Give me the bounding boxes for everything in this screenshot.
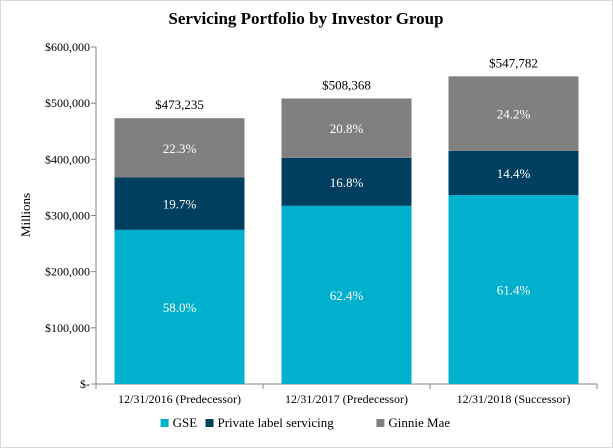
- x-tick-label: 12/31/2017 (Predecessor): [285, 392, 408, 406]
- y-tick-label: $200,000: [45, 265, 90, 279]
- legend-label: GSE: [173, 415, 198, 430]
- legend-swatch: [160, 419, 169, 427]
- segment-percent-label: 61.4%: [497, 283, 531, 298]
- bar-segment-ginnie-mae: [281, 98, 412, 158]
- legend-label: Ginnie Mae: [388, 415, 450, 430]
- y-tick-label: $400,000: [45, 152, 90, 166]
- bar-segment-gse: [114, 229, 245, 384]
- x-tick-label: 12/31/2016 (Predecessor): [118, 392, 241, 406]
- bar-segment-ginnie-mae: [448, 76, 579, 151]
- segment-percent-label: 14.4%: [497, 166, 531, 181]
- bar-total-label: $473,235: [155, 97, 204, 112]
- y-tick-label: $100,000: [45, 321, 90, 335]
- y-tick-label: $-: [80, 377, 90, 391]
- segment-percent-label: 62.4%: [330, 288, 364, 303]
- bar-segment-ginnie-mae: [114, 118, 245, 178]
- y-tick-label: $600,000: [45, 40, 90, 54]
- segment-percent-label: 22.3%: [163, 141, 197, 156]
- bar-total-label: $547,782: [489, 55, 538, 70]
- bar-segment-private-label-servicing: [448, 150, 579, 196]
- legend-swatch: [205, 419, 214, 427]
- bars: 58.0% 19.7% 22.3% $473,235 62.4% 16.8% 20.8% $5…: [114, 55, 579, 384]
- bar-total-label: $508,368: [322, 77, 371, 92]
- bar-segment-gse: [448, 195, 579, 384]
- axes: $- $100,000 $200,000 $300,000 $400,000 $500,0…: [45, 40, 598, 406]
- chart-title: Servicing Portfolio by Investor Group: [168, 9, 443, 28]
- bar-segment-gse: [281, 205, 412, 384]
- legend-swatch: [376, 419, 385, 427]
- bar-segment-private-label-servicing: [114, 177, 245, 230]
- y-tick-label: $500,000: [45, 96, 90, 110]
- segment-percent-label: 58.0%: [163, 300, 197, 315]
- y-axis-label: Millions: [18, 193, 33, 237]
- x-tick-label: 12/31/2018 (Successor): [457, 392, 571, 406]
- legend-label: Private label servicing: [218, 415, 335, 430]
- segment-percent-label: 19.7%: [163, 197, 197, 212]
- bar-segment-private-label-servicing: [281, 157, 412, 206]
- y-tick-label: $300,000: [45, 209, 90, 223]
- segment-percent-label: 16.8%: [330, 175, 364, 190]
- segment-percent-label: 20.8%: [330, 121, 364, 136]
- legend: GSE Private label servicing Ginnie Mae: [160, 415, 450, 430]
- segment-percent-label: 24.2%: [497, 107, 531, 122]
